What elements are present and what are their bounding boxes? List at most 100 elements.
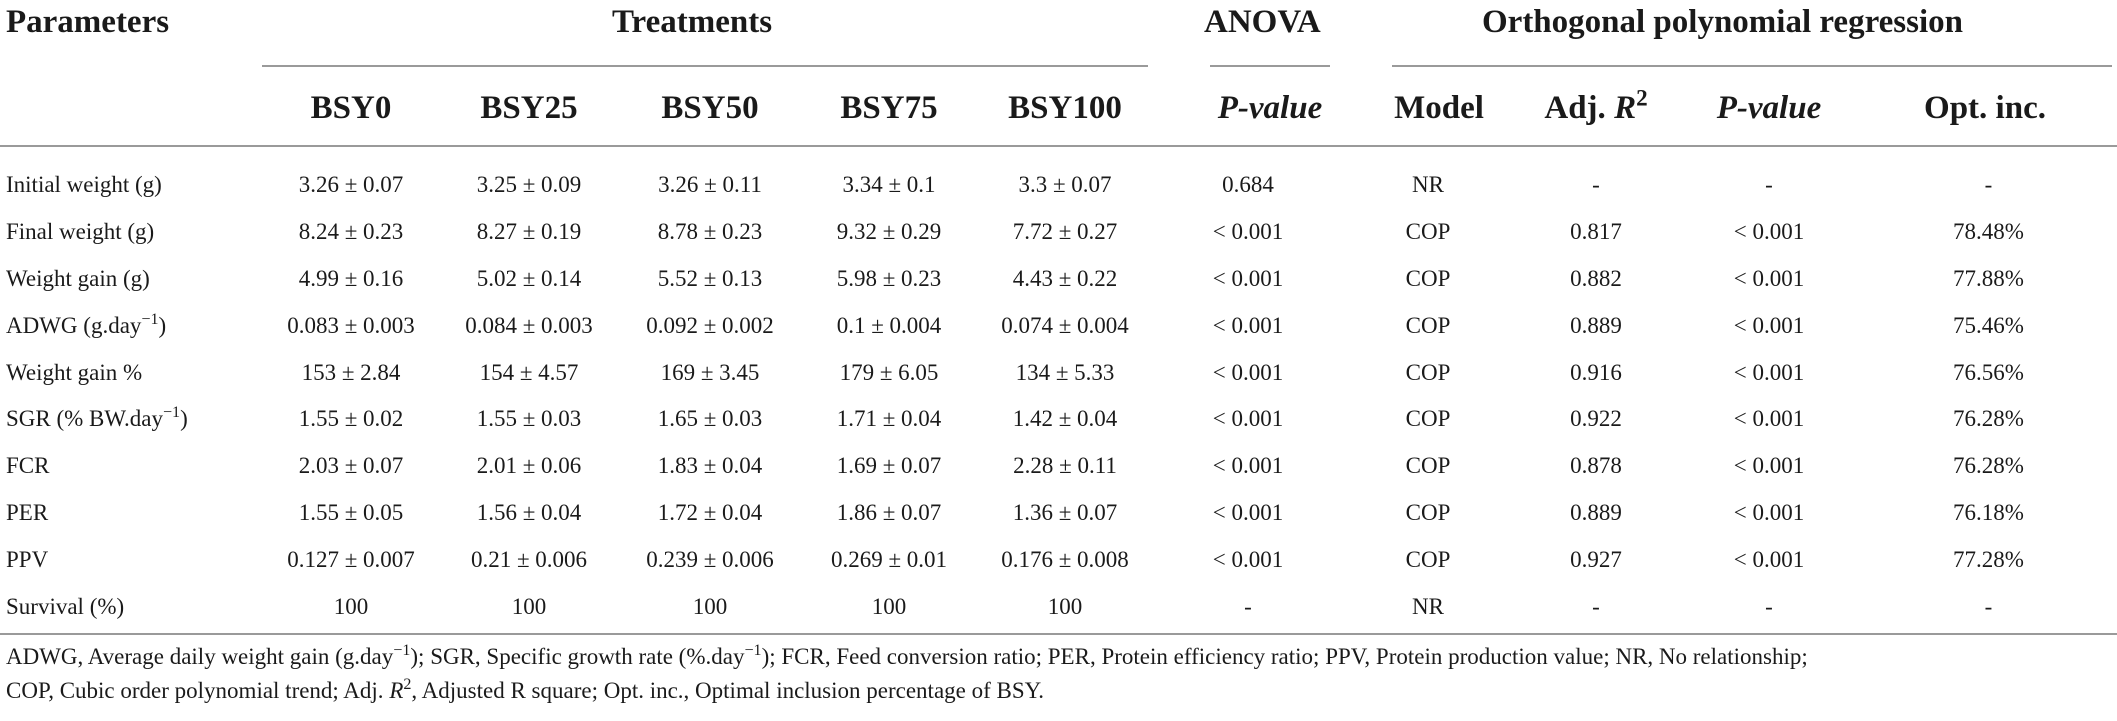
bsy50-cell: 100	[692, 593, 728, 619]
bsy0-cell: 153 ± 2.84	[301, 359, 401, 385]
opt-inc-cell: 76.28%	[1953, 406, 2024, 432]
bsy75-cell: 9.32 ± 0.29	[836, 219, 942, 245]
header-bottom-rule	[0, 145, 2117, 147]
bsy50-cell: 1.65 ± 0.03	[657, 406, 763, 432]
bsy0-cell: 8.24 ± 0.23	[298, 219, 404, 245]
bsy50-cell: 0.092 ± 0.002	[646, 312, 774, 338]
regression-rule	[1392, 65, 2112, 67]
anova-p-cell: < 0.001	[1212, 546, 1284, 572]
bsy25-cell: 5.02 ± 0.14	[476, 265, 582, 291]
bsy0-cell: 0.127 ± 0.007	[287, 546, 415, 572]
reg-p-cell: < 0.001	[1733, 312, 1805, 338]
anova-p-cell: < 0.001	[1212, 453, 1284, 479]
col-bsy25: BSY25	[480, 90, 578, 126]
adj-r2-cell: 0.927	[1570, 546, 1622, 572]
bsy25-cell: 154 ± 4.57	[479, 359, 579, 385]
reg-p-cell: < 0.001	[1733, 359, 1805, 385]
reg-p-cell: -	[1765, 172, 1773, 198]
bsy0-cell: 1.55 ± 0.02	[298, 406, 404, 432]
col-regression-p-value: P-value	[1716, 90, 1822, 126]
opt-inc-cell: 76.18%	[1953, 499, 2024, 525]
bsy100-cell: 134 ± 5.33	[1015, 359, 1115, 385]
col-bsy50: BSY50	[661, 90, 759, 126]
opt-inc-cell: 77.28%	[1953, 546, 2024, 572]
bsy100-cell: 4.43 ± 0.22	[1012, 265, 1118, 291]
bsy75-cell: 5.98 ± 0.23	[836, 265, 942, 291]
param-cell: ADWG (g.day−1)	[6, 310, 167, 338]
param-cell: Survival (%)	[6, 593, 125, 619]
reg-p-cell: < 0.001	[1733, 546, 1805, 572]
bsy50-cell: 5.52 ± 0.13	[657, 265, 763, 291]
table-row: ADWG (g.day−1) 0.083 ± 0.003 0.084 ± 0.0…	[0, 302, 2117, 349]
bsy50-cell: 3.26 ± 0.11	[658, 172, 762, 198]
bsy75-cell: 1.86 ± 0.07	[836, 499, 942, 525]
table-row: Weight gain % 153 ± 2.84 154 ± 4.57 169 …	[0, 349, 2117, 396]
bsy25-cell: 1.56 ± 0.04	[476, 499, 582, 525]
bsy0-cell: 0.083 ± 0.003	[287, 312, 415, 338]
bsy50-cell: 1.72 ± 0.04	[657, 499, 763, 525]
bsy100-cell: 7.72 ± 0.27	[1012, 219, 1118, 245]
adj-r2-cell: 0.878	[1570, 453, 1622, 479]
treatments-rule	[262, 65, 1148, 67]
bsy25-cell: 8.27 ± 0.19	[476, 219, 582, 245]
opt-inc-cell: -	[1984, 593, 1993, 619]
anova-p-cell: -	[1244, 593, 1252, 619]
bsy25-cell: 100	[511, 593, 547, 619]
bsy75-cell: 179 ± 6.05	[839, 359, 939, 385]
anova-rule	[1210, 65, 1330, 67]
opt-inc-cell: 76.28%	[1953, 453, 2024, 479]
adj-r2-cell: 0.882	[1570, 265, 1622, 291]
param-cell: PPV	[6, 546, 49, 572]
param-cell: Weight gain %	[6, 359, 143, 385]
opt-inc-cell: 78.48%	[1953, 219, 2024, 245]
param-cell: Weight gain (g)	[6, 265, 150, 291]
adj-r2-cell: 0.889	[1570, 312, 1622, 338]
anova-p-cell: 0.684	[1222, 172, 1274, 198]
bsy75-cell: 0.1 ± 0.004	[836, 312, 942, 338]
bsy50-cell: 169 ± 3.45	[660, 359, 760, 385]
bsy0-cell: 1.55 ± 0.05	[298, 499, 404, 525]
anova-p-cell: < 0.001	[1212, 406, 1284, 432]
bsy100-cell: 2.28 ± 0.11	[1013, 453, 1117, 479]
opt-inc-cell: 75.46%	[1953, 312, 2024, 338]
reg-p-cell: < 0.001	[1733, 453, 1805, 479]
model-cell: COP	[1405, 546, 1451, 572]
param-cell: FCR	[6, 453, 50, 479]
table-bottom-rule	[0, 633, 2117, 635]
adj-r2-cell: 0.916	[1570, 359, 1622, 385]
col-adj-r2: Adj. R2	[1544, 84, 1648, 126]
bsy50-cell: 0.239 ± 0.006	[646, 546, 774, 572]
model-cell: COP	[1405, 219, 1451, 245]
model-cell: COP	[1405, 265, 1451, 291]
adj-r2-cell: 0.922	[1570, 406, 1622, 432]
bsy25-cell: 0.084 ± 0.003	[465, 312, 593, 338]
opt-inc-cell: 77.88%	[1953, 265, 2024, 291]
col-bsy100: BSY100	[1008, 90, 1122, 126]
bsy50-cell: 8.78 ± 0.23	[657, 219, 763, 245]
table-row: FCR 2.03 ± 0.07 2.01 ± 0.06 1.83 ± 0.04 …	[0, 443, 2117, 490]
reg-p-cell: < 0.001	[1733, 406, 1805, 432]
bsy75-cell: 1.71 ± 0.04	[836, 406, 942, 432]
bsy75-cell: 3.34 ± 0.1	[842, 172, 936, 198]
model-cell: NR	[1412, 172, 1444, 198]
table-row: PPV 0.127 ± 0.007 0.21 ± 0.006 0.239 ± 0…	[0, 536, 2117, 583]
bsy100-cell: 0.074 ± 0.004	[1001, 312, 1129, 338]
param-cell: SGR (% BW.day−1)	[6, 404, 188, 432]
bsy100-cell: 1.36 ± 0.07	[1012, 499, 1118, 525]
model-cell: COP	[1405, 359, 1451, 385]
header-anova: ANOVA	[1204, 4, 1321, 40]
bsy100-cell: 100	[1047, 593, 1083, 619]
reg-p-cell: < 0.001	[1733, 499, 1805, 525]
bsy100-cell: 3.3 ± 0.07	[1018, 172, 1112, 198]
adj-r2-cell: -	[1592, 172, 1600, 198]
bsy100-cell: 0.176 ± 0.008	[1001, 546, 1129, 572]
col-model: Model	[1394, 90, 1484, 126]
table-row: Weight gain (g) 4.99 ± 0.16 5.02 ± 0.14 …	[0, 256, 2117, 303]
param-cell: PER	[6, 499, 49, 525]
bsy25-cell: 1.55 ± 0.03	[476, 406, 582, 432]
adj-r2-cell: 0.889	[1570, 499, 1622, 525]
bsy25-cell: 0.21 ± 0.006	[470, 546, 588, 572]
model-cell: COP	[1405, 453, 1451, 479]
bsy25-cell: 3.25 ± 0.09	[476, 172, 582, 198]
